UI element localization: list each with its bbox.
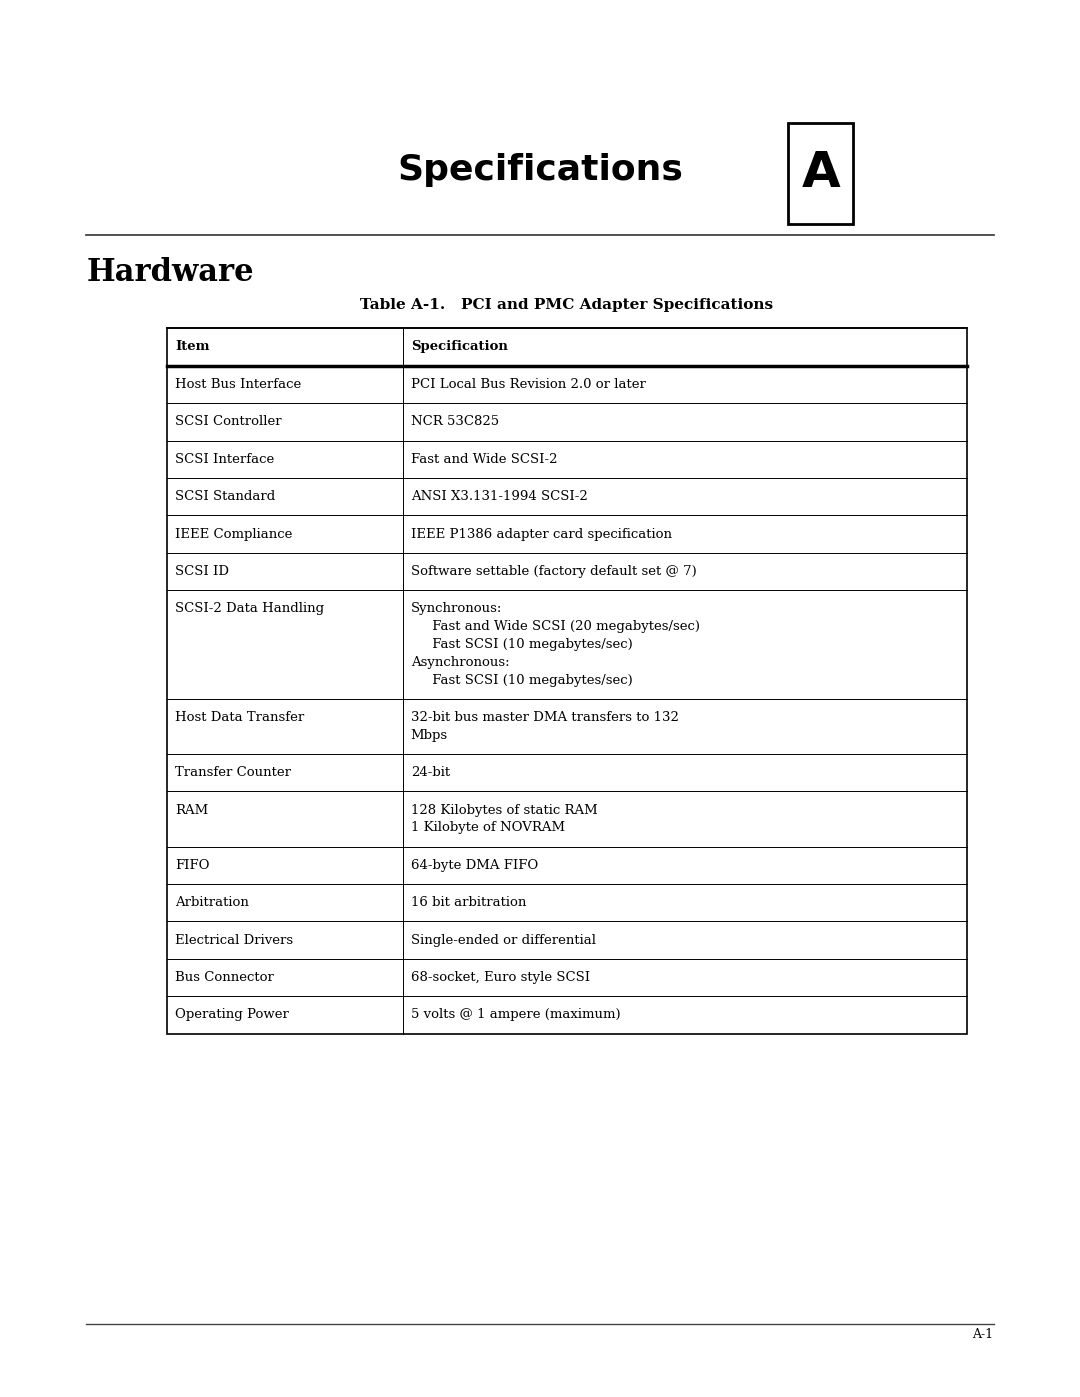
Text: Asynchronous:: Asynchronous: [410,655,510,669]
Text: RAM: RAM [175,803,208,817]
Text: NCR 53C825: NCR 53C825 [410,415,499,429]
Bar [788,123,853,224]
Text: Fast SCSI (10 megabytes/sec): Fast SCSI (10 megabytes/sec) [410,638,633,651]
Text: Electrical Drivers: Electrical Drivers [175,933,293,947]
Text: 32-bit bus master DMA transfers to 132: 32-bit bus master DMA transfers to 132 [410,711,678,724]
Bar [167,328,967,1034]
Text: Single-ended or differential: Single-ended or differential [410,933,596,947]
Text: Specifications: Specifications [397,154,683,187]
Text: 64-byte DMA FIFO: 64-byte DMA FIFO [410,859,538,872]
Text: SCSI-2 Data Handling: SCSI-2 Data Handling [175,602,324,615]
Text: SCSI Standard: SCSI Standard [175,490,275,503]
Text: Fast and Wide SCSI (20 megabytes/sec): Fast and Wide SCSI (20 megabytes/sec) [410,620,700,633]
Text: SCSI Interface: SCSI Interface [175,453,274,465]
Text: Transfer Counter: Transfer Counter [175,766,291,780]
Text: Host Bus Interface: Host Bus Interface [175,379,301,391]
Text: A-1: A-1 [972,1327,994,1341]
Text: Operating Power: Operating Power [175,1009,288,1021]
Text: IEEE Compliance: IEEE Compliance [175,528,293,541]
Text: 128 Kilobytes of static RAM: 128 Kilobytes of static RAM [410,803,597,817]
Text: Item: Item [175,341,210,353]
Text: SCSI ID: SCSI ID [175,564,229,578]
Text: Synchronous:: Synchronous: [410,602,502,615]
Text: Mbps: Mbps [410,729,448,742]
Text: 5 volts @ 1 ampere (maximum): 5 volts @ 1 ampere (maximum) [410,1009,620,1021]
Text: Hardware: Hardware [86,257,254,288]
Text: IEEE P1386 adapter card specification: IEEE P1386 adapter card specification [410,528,672,541]
Text: Arbitration: Arbitration [175,897,248,909]
Text: ANSI X3.131-1994 SCSI-2: ANSI X3.131-1994 SCSI-2 [410,490,588,503]
Text: 16 bit arbitration: 16 bit arbitration [410,897,526,909]
Text: SCSI Controller: SCSI Controller [175,415,282,429]
Text: 68-socket, Euro style SCSI: 68-socket, Euro style SCSI [410,971,590,983]
Text: 24-bit: 24-bit [410,766,450,780]
Text: Bus Connector: Bus Connector [175,971,274,983]
Text: Table A-1.   PCI and PMC Adapter Specifications: Table A-1. PCI and PMC Adapter Specifica… [361,298,773,312]
Text: FIFO: FIFO [175,859,210,872]
Text: PCI Local Bus Revision 2.0 or later: PCI Local Bus Revision 2.0 or later [410,379,646,391]
Text: 1 Kilobyte of NOVRAM: 1 Kilobyte of NOVRAM [410,821,565,834]
Text: Fast and Wide SCSI-2: Fast and Wide SCSI-2 [410,453,557,465]
Text: Fast SCSI (10 megabytes/sec): Fast SCSI (10 megabytes/sec) [410,673,633,686]
Text: Specification: Specification [410,341,508,353]
Text: Host Data Transfer: Host Data Transfer [175,711,305,724]
Text: A: A [801,149,840,197]
Text: Software settable (factory default set @ 7): Software settable (factory default set @… [410,564,697,578]
